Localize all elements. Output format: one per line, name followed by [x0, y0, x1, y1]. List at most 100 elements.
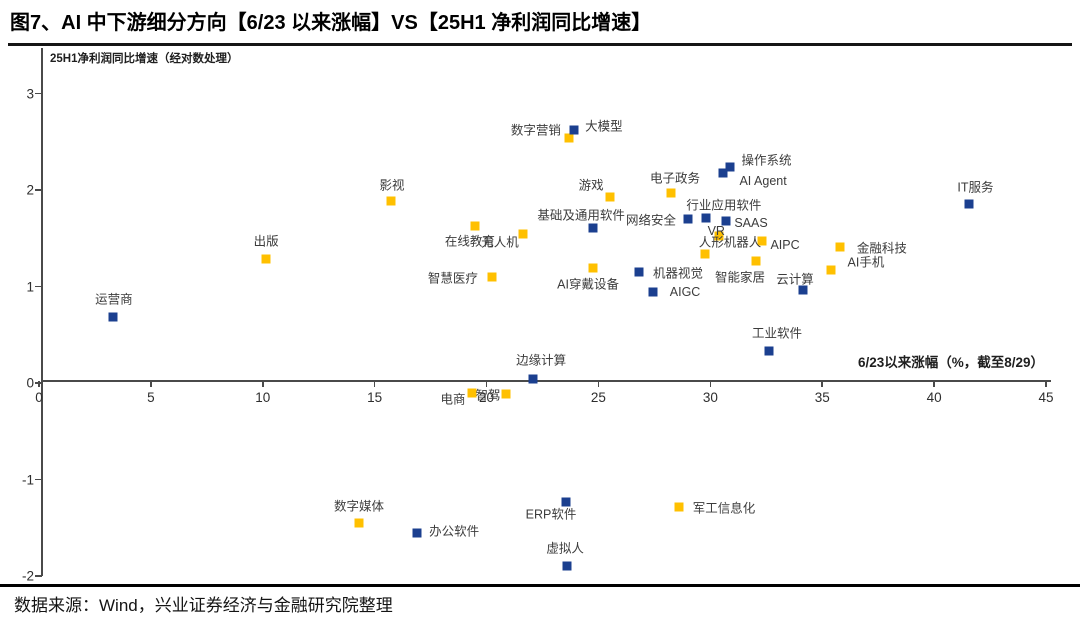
- data-point-square: [467, 388, 477, 398]
- data-point-square: [470, 221, 480, 231]
- data-point-label: 基础及通用软件: [537, 208, 625, 223]
- x-axis-tick: [485, 381, 488, 387]
- data-point-square: [354, 518, 364, 528]
- data-point-square: [528, 374, 538, 384]
- y-tick-label: -1: [21, 472, 34, 487]
- data-point-square: [666, 188, 676, 198]
- data-point-label: 影视: [379, 178, 405, 193]
- data-point-label: 智驾: [475, 388, 501, 403]
- data-point-square: [588, 223, 598, 233]
- data-point-square: [826, 265, 836, 275]
- footer-divider: [0, 584, 1080, 587]
- y-tick-label: 3: [26, 86, 34, 101]
- x-axis-tick: [373, 381, 376, 387]
- data-point-square: [721, 216, 731, 226]
- data-point-square: [561, 497, 571, 507]
- data-point-label: 智能家居: [714, 270, 765, 285]
- x-tick-label: 20: [479, 390, 495, 405]
- data-point-square: [386, 196, 396, 206]
- data-point-label: 出版: [253, 234, 279, 248]
- data-point-square: [562, 561, 572, 571]
- data-point-square: [501, 389, 511, 399]
- data-point-square: [764, 346, 774, 356]
- y-axis-tick: [35, 189, 42, 191]
- data-point-label: 数字营销: [510, 123, 561, 138]
- data-point-square: [261, 254, 271, 263]
- data-point-label: 军工信息化: [692, 501, 756, 516]
- data-point-square: [964, 199, 974, 208]
- x-tick-label: 0: [35, 390, 43, 405]
- x-axis-tick: [1045, 381, 1047, 387]
- data-point-square: [634, 267, 644, 277]
- y-axis-line: [41, 48, 43, 576]
- data-point-square: [588, 263, 598, 273]
- data-point-square: [108, 312, 118, 322]
- y-axis-tick: [35, 478, 42, 481]
- data-point-square: [683, 214, 693, 224]
- x-axis-tick: [709, 381, 712, 387]
- y-axis-tick: [35, 575, 42, 577]
- data-point-label: 机器视觉: [652, 266, 703, 281]
- x-tick-label: 30: [702, 390, 718, 405]
- x-axis-tick: [150, 381, 152, 387]
- data-point-square: [701, 213, 711, 223]
- data-point-label: 无人机: [481, 235, 519, 250]
- data-point-label: 人形机器人: [698, 235, 762, 250]
- data-point-square: [487, 272, 497, 282]
- x-tick-label: 45: [1038, 390, 1054, 405]
- y-tick-label: 1: [26, 279, 34, 294]
- x-tick-label: 10: [255, 390, 271, 405]
- data-point-square: [569, 125, 579, 135]
- data-point-square: [648, 287, 658, 297]
- x-axis-tick: [933, 381, 935, 387]
- data-point-square: [700, 249, 710, 259]
- data-point-square: [725, 162, 735, 172]
- data-point-label: SAAS: [734, 215, 768, 230]
- x-axis-tick: [261, 381, 264, 387]
- title-divider: [8, 43, 1072, 46]
- data-point-square: [605, 192, 615, 202]
- data-point-label: AIPC: [770, 238, 800, 253]
- data-point-square: [718, 168, 728, 178]
- y-axis-title: 25H1净利润同比增速（经对数处理）: [50, 53, 239, 65]
- data-point-label: IT服务: [957, 180, 994, 194]
- data-point-square: [714, 231, 724, 241]
- data-point-label: AI手机: [847, 255, 885, 270]
- data-point-label: 金融科技: [856, 241, 907, 256]
- y-tick-label: 0: [26, 375, 34, 391]
- data-point-label: 智慧医疗: [427, 271, 478, 286]
- data-point-label: AI Agent: [739, 173, 787, 188]
- data-point-square: [751, 256, 761, 266]
- data-point-label: 边缘计算: [516, 353, 567, 368]
- y-tick-label: -2: [21, 568, 34, 584]
- data-point-label: 工业软件: [751, 326, 802, 341]
- data-point-square: [518, 229, 528, 239]
- y-axis-tick: [35, 92, 42, 95]
- data-point-label: VR: [707, 224, 725, 239]
- x-axis-title: 6/23以来涨幅（%，截至8/29）: [857, 355, 1044, 370]
- data-point-label: 网络安全: [625, 213, 676, 228]
- data-point-square: [757, 236, 767, 246]
- data-point-label: AI穿戴设备: [557, 277, 619, 292]
- data-point-label: 虚拟人: [546, 541, 584, 556]
- data-point-square: [412, 528, 422, 538]
- data-point-square: [798, 285, 808, 295]
- data-point-label: 办公软件: [429, 524, 480, 539]
- x-tick-label: 35: [814, 390, 830, 405]
- data-point-label: 电商: [440, 392, 466, 407]
- x-axis-line: [41, 380, 1051, 382]
- x-tick-label: 25: [590, 390, 606, 405]
- data-point-square: [674, 502, 684, 512]
- data-point-label: 游戏: [578, 178, 604, 193]
- data-point-label: AIGC: [669, 285, 701, 300]
- y-tick-label: 2: [26, 182, 34, 198]
- data-point-label: ERP软件: [525, 507, 577, 522]
- data-point-square: [835, 242, 845, 252]
- data-point-label: 运营商: [95, 292, 133, 307]
- y-axis-tick: [35, 382, 42, 384]
- x-axis-tick: [597, 381, 600, 387]
- y-axis-tick: [35, 285, 42, 288]
- x-tick-label: 15: [367, 390, 383, 405]
- x-tick-label: 5: [147, 390, 155, 405]
